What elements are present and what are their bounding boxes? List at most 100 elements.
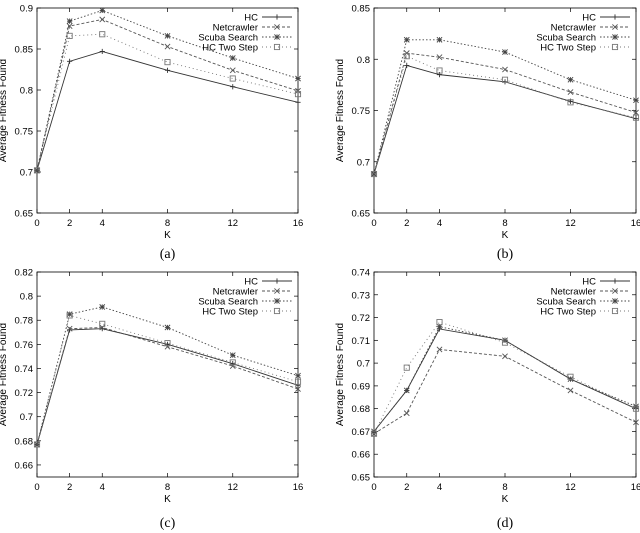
data-point — [436, 346, 443, 353]
data-point — [99, 48, 105, 55]
y-tick-label: 0.74 — [15, 364, 34, 375]
data-point — [229, 55, 236, 61]
data-point — [501, 339, 509, 346]
data-point — [633, 419, 639, 426]
legend-label: HC Two Step — [202, 307, 258, 318]
y-tick-label: 0.69 — [352, 381, 371, 392]
x-tick-label: 2 — [67, 218, 72, 229]
data-point — [99, 320, 106, 327]
y-tick-label: 0.82 — [15, 268, 34, 279]
data-point — [99, 304, 106, 310]
data-point — [502, 49, 508, 55]
chart-panel-3: 0.66 0.68 0.7 0.72 0.74 0.76 0.78 0.8 0.82 0 2 4 8 12… — [0, 268, 303, 532]
x-tick-label: 0 — [371, 218, 376, 229]
x-tick-label: 4 — [100, 482, 105, 493]
legend-label: HC Two Step — [202, 43, 258, 54]
legend-label: Netcrawler — [213, 287, 258, 298]
legend-marker — [274, 278, 280, 284]
y-tick-label: 0.71 — [352, 336, 371, 347]
y-axis-label: Average Fitness Found — [0, 59, 9, 162]
series-line-hc-two-step — [36, 314, 299, 445]
legend-marker — [274, 24, 280, 30]
x-axis-label: K — [164, 494, 171, 505]
data-point — [295, 75, 301, 82]
legend-label: Scuba Search — [198, 297, 258, 308]
data-point — [164, 340, 171, 347]
series-line-netcrawler — [36, 327, 299, 445]
legend-label: Netcrawler — [213, 23, 258, 34]
legend-marker — [273, 43, 281, 51]
series-line-hc-two-step — [373, 321, 637, 434]
x-tick-label: 12 — [227, 482, 238, 493]
data-point — [67, 58, 73, 64]
x-tick-label: 0 — [34, 218, 39, 229]
series-line-netcrawler — [373, 52, 637, 175]
series-line-hc — [373, 328, 637, 432]
panel-caption: (b) — [497, 247, 514, 262]
data-point — [567, 373, 574, 380]
x-tick-label: 12 — [227, 218, 238, 229]
legend-marker — [274, 34, 280, 40]
data-point — [294, 378, 302, 385]
data-point — [99, 7, 106, 14]
series-line-hc — [36, 328, 299, 445]
x-tick-label: 8 — [165, 218, 170, 229]
legend-label: Scuba Search — [536, 33, 596, 44]
x-tick-label: 16 — [631, 218, 640, 229]
legend-marker — [273, 307, 281, 315]
legend-marker — [274, 288, 280, 294]
data-point — [99, 16, 106, 23]
x-tick-label: 4 — [437, 482, 442, 493]
data-point — [632, 405, 640, 412]
y-tick-label: 0.68 — [15, 436, 34, 447]
panel-caption: (d) — [497, 516, 514, 531]
data-point — [230, 84, 236, 90]
legend-label: HC — [244, 277, 258, 288]
data-point — [403, 36, 410, 43]
data-point — [403, 50, 410, 57]
y-tick-label: 0.72 — [352, 313, 371, 324]
series-line-scuba-search — [373, 39, 637, 175]
data-point — [164, 59, 171, 66]
legend-label: Scuba Search — [536, 297, 596, 308]
y-tick-label: 0.65 — [352, 473, 371, 484]
data-point — [295, 382, 301, 388]
y-tick-label: 0.68 — [352, 404, 371, 415]
legend-marker — [612, 278, 618, 284]
legend-label: HC — [244, 13, 258, 24]
data-point — [404, 62, 410, 68]
x-tick-label: 8 — [502, 482, 507, 493]
x-tick-label: 0 — [371, 482, 376, 493]
data-point — [567, 99, 574, 106]
data-point — [633, 109, 639, 116]
legend-marker — [274, 298, 280, 304]
y-tick-label: 0.75 — [15, 127, 34, 138]
x-axis-label: K — [164, 230, 171, 241]
x-tick-label: 2 — [404, 218, 409, 229]
legend-label: Netcrawler — [551, 287, 596, 298]
y-tick-label: 0.7 — [20, 168, 33, 179]
legend-marker — [612, 34, 618, 40]
plot-frame — [36, 271, 299, 478]
x-tick-label: 2 — [404, 482, 409, 493]
legend-label: HC — [582, 13, 596, 24]
y-tick-label: 0.9 — [20, 4, 33, 15]
data-point — [403, 410, 410, 417]
x-tick-label: 16 — [293, 218, 304, 229]
data-point — [164, 32, 171, 39]
x-tick-label: 12 — [565, 482, 576, 493]
data-point — [229, 75, 236, 82]
series-line-scuba-search — [36, 9, 299, 171]
data-point — [66, 32, 73, 39]
data-point — [403, 387, 410, 394]
data-point — [567, 387, 574, 394]
y-axis-label: Average Fitness Found — [0, 323, 9, 426]
y-tick-label: 0.76 — [15, 340, 34, 351]
y-tick-label: 0.74 — [352, 268, 371, 279]
legend-marker — [612, 298, 618, 304]
y-tick-label: 0.8 — [357, 55, 370, 66]
y-tick-label: 0.7 — [357, 359, 370, 370]
data-point — [294, 91, 302, 98]
data-point — [33, 167, 41, 174]
